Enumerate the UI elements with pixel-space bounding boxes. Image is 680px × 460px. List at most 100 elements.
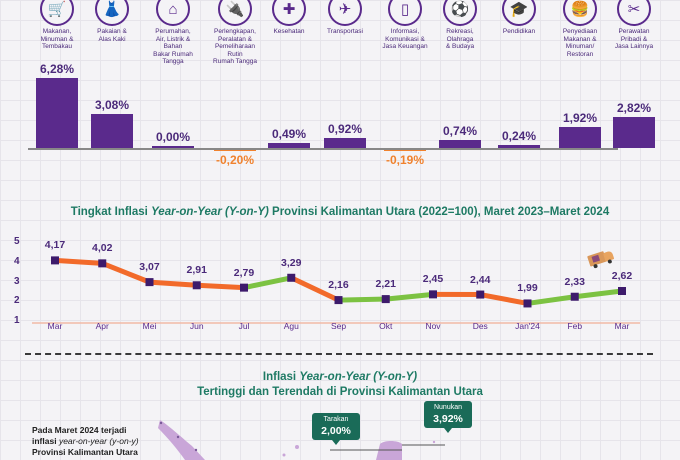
data-point <box>240 283 248 292</box>
x-tick-label: Feb <box>567 321 583 331</box>
bar <box>324 137 366 148</box>
data-point-label: 1,99 <box>517 282 538 295</box>
data-point-label: 4,02 <box>92 242 113 255</box>
category-label: Informasi, Komunikasi & Jasa Keuangan <box>382 28 428 50</box>
bar-chart-baseline-right <box>320 148 618 150</box>
y-tick-label: 4 <box>14 255 20 267</box>
section-divider <box>25 353 653 355</box>
map-dot-small <box>295 445 299 449</box>
bar-value-label: 0,24% <box>501 129 537 144</box>
description-line-3: Provinsi Kalimantan Utara <box>32 447 138 457</box>
line-segment-down <box>479 292 528 306</box>
description-line-2-pre: inflasi <box>32 436 59 446</box>
map-title-line2: Tertinggi dan Terendah di Provinsi Kalim… <box>197 386 483 398</box>
data-point <box>287 273 296 282</box>
data-point <box>570 292 579 301</box>
x-tick-label: Des <box>472 321 488 331</box>
medical-kit-icon: ✚ <box>272 0 306 26</box>
category-0: 🛒 Makanan, Minuman & Tembakau <box>27 0 87 51</box>
map-title-italic: Year-on-Year (Y-on-Y) <box>299 371 418 383</box>
airplane-icon: ✈ <box>328 0 362 26</box>
smartphone-icon: ▯ <box>388 0 422 26</box>
x-tick-label: Jul <box>238 321 250 331</box>
bar-value-label: 1,92% <box>562 110 598 125</box>
x-tick-label: Mei <box>142 321 157 331</box>
line-segment-up <box>385 291 434 302</box>
bar <box>91 113 133 148</box>
map-title-pre: Inflasi <box>262 371 300 383</box>
category-label: Perumahan, Air, Listrik & Bahan Bakar Ru… <box>153 28 193 65</box>
data-point <box>192 281 201 290</box>
bar <box>152 145 194 148</box>
callout-value: 3,92% <box>433 413 463 425</box>
x-tick-label: Mar <box>614 321 630 331</box>
category-3: 🔌 Perlengkapan, Peralatan & Pemeliharaan … <box>205 0 265 66</box>
data-point <box>618 287 626 296</box>
category-label: Kesehatan <box>273 28 305 35</box>
category-4: ✚ Kesehatan <box>259 0 319 36</box>
data-point-label: 2,45 <box>422 273 444 286</box>
category-label: Transportasi <box>327 28 363 35</box>
bar <box>384 148 426 151</box>
line-chart-title-italic: Year-on-Year (Y-on-Y) <box>151 206 269 218</box>
data-point-label: 2,33 <box>564 275 585 288</box>
data-point <box>51 256 59 265</box>
data-point-label: 2,91 <box>186 264 207 277</box>
category-label: Perlengkapan, Peralatan & Pemeliharaan R… <box>213 28 257 65</box>
bar-value-label: -0,19% <box>385 153 425 167</box>
map-dot-small <box>432 440 436 444</box>
data-point <box>523 299 532 308</box>
bar-value-label: 2,82% <box>616 100 652 115</box>
line-segment-up <box>338 296 386 303</box>
bar <box>36 78 78 148</box>
bar-value-label: 0,49% <box>271 126 307 141</box>
data-point <box>429 290 437 299</box>
tools-icon: ✂ <box>617 0 651 26</box>
data-point-label: 2,44 <box>470 273 491 286</box>
data-point-label: 4,17 <box>44 239 66 252</box>
bar <box>559 126 601 148</box>
x-tick-label: Nov <box>425 321 441 331</box>
data-point <box>381 295 390 304</box>
map-dot <box>159 421 163 425</box>
x-tick-label: Jan'24 <box>515 321 540 331</box>
x-tick-label: Jun <box>189 321 204 331</box>
category-label: Penyediaan Makanan & Minuman/ Restoran <box>562 28 598 58</box>
category-10: ✂ Perawatan Pribadi & Jasa Lainnya <box>604 0 664 51</box>
data-point-label: 2,79 <box>233 266 255 279</box>
bar <box>613 116 655 148</box>
bar <box>439 139 481 148</box>
data-point-label: 2,62 <box>611 270 633 282</box>
y-tick-label: 2 <box>14 295 20 307</box>
callout-nunukan: Nunukan 3,92% <box>424 401 472 433</box>
food-basket-icon: 🛒 <box>40 0 74 26</box>
x-tick-label: Okt <box>379 321 393 331</box>
line-segment-down <box>149 279 197 288</box>
bar <box>268 142 310 148</box>
category-label: Perawatan Pribadi & Jasa Lainnya <box>614 28 654 50</box>
description-line-2-italic: year-on-year (y-on-y) <box>58 436 139 446</box>
map-description: Pada Maret 2024 terjadi inflasi year-on-… <box>32 425 139 458</box>
map-section-title: Inflasi Year-on-Year (Y-on-Y) Tertinggi … <box>0 370 680 400</box>
bar <box>498 145 540 148</box>
map-region-left-island <box>158 420 205 460</box>
line-chart-title-pre: Tingkat Inflasi <box>70 206 152 218</box>
category-7: ⚽ Rekreasi, Olahraga & Budaya <box>430 0 490 51</box>
category-5: ✈ Transportasi <box>315 0 375 36</box>
line-segment-down <box>196 282 245 291</box>
bar-value-label: 0,74% <box>442 123 478 138</box>
food-drink-icon: 🍔 <box>563 0 597 26</box>
category-1: 👗 Pakaian & Alas Kaki <box>82 0 142 43</box>
bar-value-label: 0,92% <box>327 121 363 136</box>
data-point-label: 3,29 <box>281 256 302 269</box>
category-label: Pendidikan <box>502 28 536 35</box>
data-point <box>98 259 107 268</box>
house-icon: ⌂ <box>156 0 190 26</box>
graduation-cap-icon: 🎓 <box>502 0 536 26</box>
data-point <box>476 290 485 299</box>
x-tick-label: Apr <box>95 321 109 331</box>
category-label: Pakaian & Alas Kaki <box>97 28 127 43</box>
soccer-player-icon: ⚽ <box>443 0 477 26</box>
